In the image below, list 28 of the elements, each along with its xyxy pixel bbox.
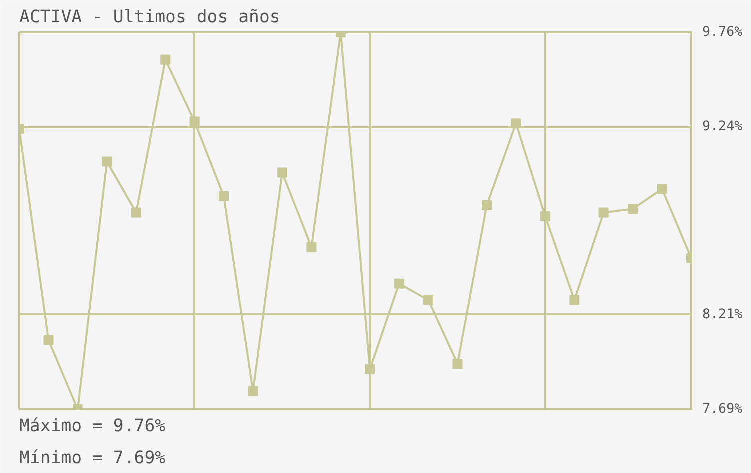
point: [306, 242, 317, 252]
y-tick-label: 9.76%: [702, 25, 743, 40]
point: [628, 204, 638, 214]
y-tick-label: 7.69%: [702, 402, 743, 417]
text: Mínimo = 7.69%: [20, 448, 166, 468]
point: [131, 208, 142, 218]
text: Máximo = 9.76%: [20, 416, 166, 436]
point: [657, 184, 668, 194]
chart-title: ACTIVA - Ultimos dos años: [20, 8, 280, 28]
point: [102, 156, 112, 167]
point: [511, 118, 522, 129]
point: [482, 200, 492, 211]
line-series: [20, 32, 692, 410]
point: [452, 358, 463, 369]
point: [248, 386, 258, 396]
point: [219, 191, 230, 202]
point: [424, 295, 434, 306]
point: [160, 54, 171, 65]
point: [394, 278, 404, 289]
y-tick-label: 8.21%: [702, 307, 743, 322]
point: [190, 116, 200, 127]
point: [44, 335, 54, 346]
point: [540, 211, 550, 222]
point: [277, 168, 288, 178]
point: [365, 364, 376, 374]
y-tick-label: 9.24%: [702, 120, 743, 135]
point: [570, 295, 580, 306]
point: [598, 208, 609, 218]
